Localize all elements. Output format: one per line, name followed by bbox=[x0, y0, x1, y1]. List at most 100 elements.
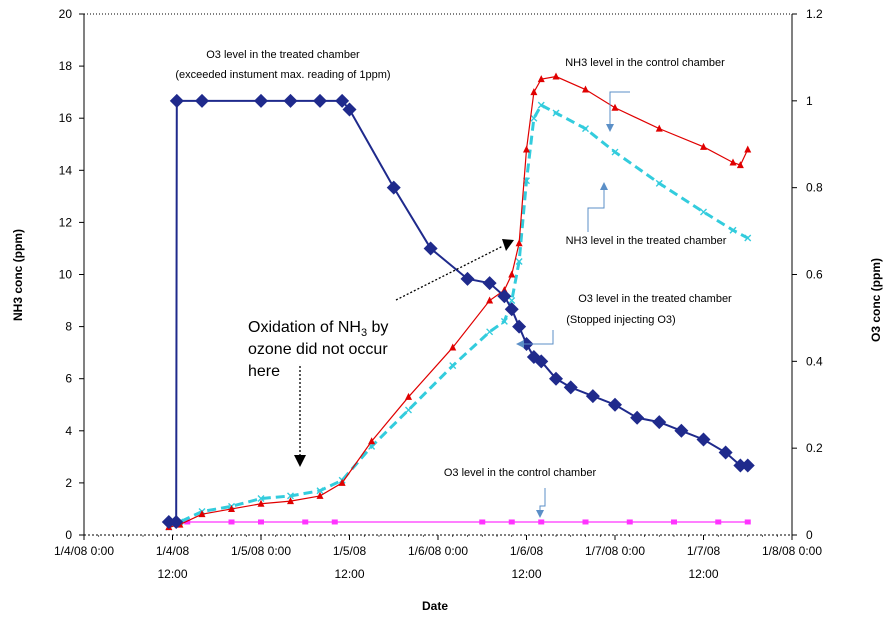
data-point-diamond bbox=[652, 415, 667, 430]
data-point-diamond bbox=[482, 276, 497, 291]
data-point-diamond bbox=[335, 93, 350, 108]
y-left-tick-label: 20 bbox=[59, 7, 73, 21]
annotation-oxidation-subscript: 3 bbox=[361, 327, 367, 339]
data-point-triangle bbox=[198, 510, 206, 518]
data-point-diamond bbox=[497, 289, 512, 304]
annotation-oxidation-pointer-down-head bbox=[294, 455, 306, 467]
data-point-triangle bbox=[287, 497, 294, 505]
data-point-triangle bbox=[537, 75, 545, 83]
y-right-tick-label: 0 bbox=[806, 528, 813, 542]
annotation-nh3-control-arrowhead bbox=[606, 124, 614, 132]
annotation-o3-control: O3 level in the control chamber bbox=[444, 467, 597, 479]
y-left-tick-label: 16 bbox=[59, 111, 73, 125]
data-point-square bbox=[302, 519, 309, 525]
y-left-tick-label: 4 bbox=[65, 424, 72, 438]
data-point-square bbox=[626, 519, 633, 525]
annotation-oxidation-text: Oxidation of NH bbox=[248, 319, 361, 336]
data-point-cross bbox=[515, 257, 523, 265]
x-tick-label: 1/5/08 12:00 bbox=[333, 544, 367, 581]
data-point-cross bbox=[655, 179, 663, 187]
data-point-diamond bbox=[674, 423, 689, 438]
annotation-o3-treated-exceeded-line1: O3 level in the treated chamber bbox=[206, 49, 360, 61]
data-point-square bbox=[228, 519, 235, 525]
series-nh3-control bbox=[165, 72, 752, 531]
annotation-nh3-treated-arrowhead bbox=[600, 182, 608, 190]
data-point-diamond bbox=[254, 93, 268, 108]
y-left-tick-label: 10 bbox=[59, 268, 73, 282]
y-left-tick-label: 0 bbox=[65, 528, 72, 542]
series-line-o3-treated bbox=[168, 99, 748, 523]
data-point-triangle bbox=[744, 145, 752, 153]
data-point-cross bbox=[500, 317, 508, 325]
y-right-tick-label: 0.8 bbox=[806, 181, 823, 195]
axes: 0 2 4 6 8 10 12 14 16 18 20 0 0.2 0.4 0.6 0.8 1 1.2 1/4/08… bbox=[54, 7, 823, 581]
series-line-nh3-control bbox=[168, 75, 749, 528]
data-point-triangle bbox=[700, 142, 707, 150]
data-point-diamond bbox=[549, 371, 563, 386]
y-right-tick-label: 0.4 bbox=[806, 354, 823, 368]
data-point-diamond bbox=[386, 180, 401, 195]
data-point-cross bbox=[316, 487, 324, 495]
data-point-triangle bbox=[736, 161, 744, 169]
data-point-diamond bbox=[504, 302, 519, 317]
data-point-square bbox=[582, 519, 589, 525]
series-nh3-treated bbox=[165, 101, 752, 531]
data-point-square bbox=[538, 519, 545, 525]
data-point-diamond bbox=[733, 458, 748, 473]
data-point-cross bbox=[552, 109, 560, 117]
data-point-diamond bbox=[696, 432, 711, 447]
data-point-diamond bbox=[534, 354, 549, 369]
x-tick-label: 1/7/08 12:00 bbox=[687, 544, 721, 581]
data-point-triangle bbox=[316, 491, 324, 499]
annotations: O3 level in the treated chamber (exceede… bbox=[175, 49, 732, 518]
annotation-o3-treated-exceeded-line2: (exceeded instument max. reading of 1ppm… bbox=[175, 69, 390, 81]
data-point-triangle bbox=[449, 343, 457, 351]
x-tick-label-time: 12:00 bbox=[511, 567, 541, 581]
data-point-square bbox=[508, 519, 515, 525]
y-right-tick-label: 0.6 bbox=[806, 268, 823, 282]
data-point-cross bbox=[508, 297, 516, 305]
data-point-triangle bbox=[368, 437, 376, 445]
data-point-triangle bbox=[582, 85, 589, 93]
data-point-diamond bbox=[630, 410, 645, 425]
y-left-tick-label: 12 bbox=[59, 215, 73, 229]
x-tick-label: 1/4/08 0:00 bbox=[54, 544, 114, 558]
data-point-cross bbox=[449, 362, 457, 370]
data-point-diamond bbox=[342, 102, 357, 117]
y-right-tick-label: 0.2 bbox=[806, 441, 823, 455]
series-o3-control bbox=[165, 519, 751, 525]
data-point-cross bbox=[287, 492, 294, 500]
annotation-nh3-control-arrow bbox=[609, 91, 630, 130]
data-point-square bbox=[479, 519, 486, 525]
y-left-tick-label: 6 bbox=[65, 372, 72, 386]
y-left-tick-label: 18 bbox=[59, 59, 73, 73]
annotation-oxidation-by: by bbox=[367, 319, 388, 336]
data-point-square bbox=[258, 519, 264, 525]
series-layer bbox=[161, 72, 755, 531]
x-tick-label-time: 12:00 bbox=[334, 567, 364, 581]
data-point-triangle bbox=[530, 88, 538, 96]
data-point-diamond bbox=[169, 514, 184, 529]
data-point-diamond bbox=[460, 271, 475, 286]
data-point-triangle bbox=[729, 158, 737, 166]
x-tick-label-date: 1/4/08 bbox=[156, 544, 190, 558]
x-tick-label: 1/6/08 12:00 bbox=[510, 544, 544, 581]
data-point-cross bbox=[582, 125, 589, 133]
x-tick-label: 1/4/08 12:00 bbox=[156, 544, 190, 581]
data-point-square bbox=[331, 519, 338, 525]
annotation-o3-treated-stopped-arrow bbox=[520, 330, 554, 345]
data-point-diamond bbox=[161, 514, 176, 529]
annotation-o3-treated-stopped-line2: (Stopped injecting O3) bbox=[566, 314, 675, 326]
data-point-diamond bbox=[740, 458, 755, 473]
data-point-diamond bbox=[608, 397, 622, 412]
x-tick-label: 1/7/08 0:00 bbox=[585, 544, 645, 558]
y-right-tick-label: 1 bbox=[806, 94, 813, 108]
data-point-cross bbox=[700, 208, 707, 216]
data-point-square bbox=[671, 519, 677, 525]
data-point-cross bbox=[257, 495, 265, 503]
data-point-triangle bbox=[228, 504, 235, 512]
annotation-o3-treated-stopped-arrowhead bbox=[516, 340, 524, 348]
x-tick-label-date: 1/5/08 bbox=[333, 544, 367, 558]
annotation-oxidation-line2: ozone did not occur bbox=[248, 341, 388, 358]
data-point-cross bbox=[537, 101, 545, 109]
